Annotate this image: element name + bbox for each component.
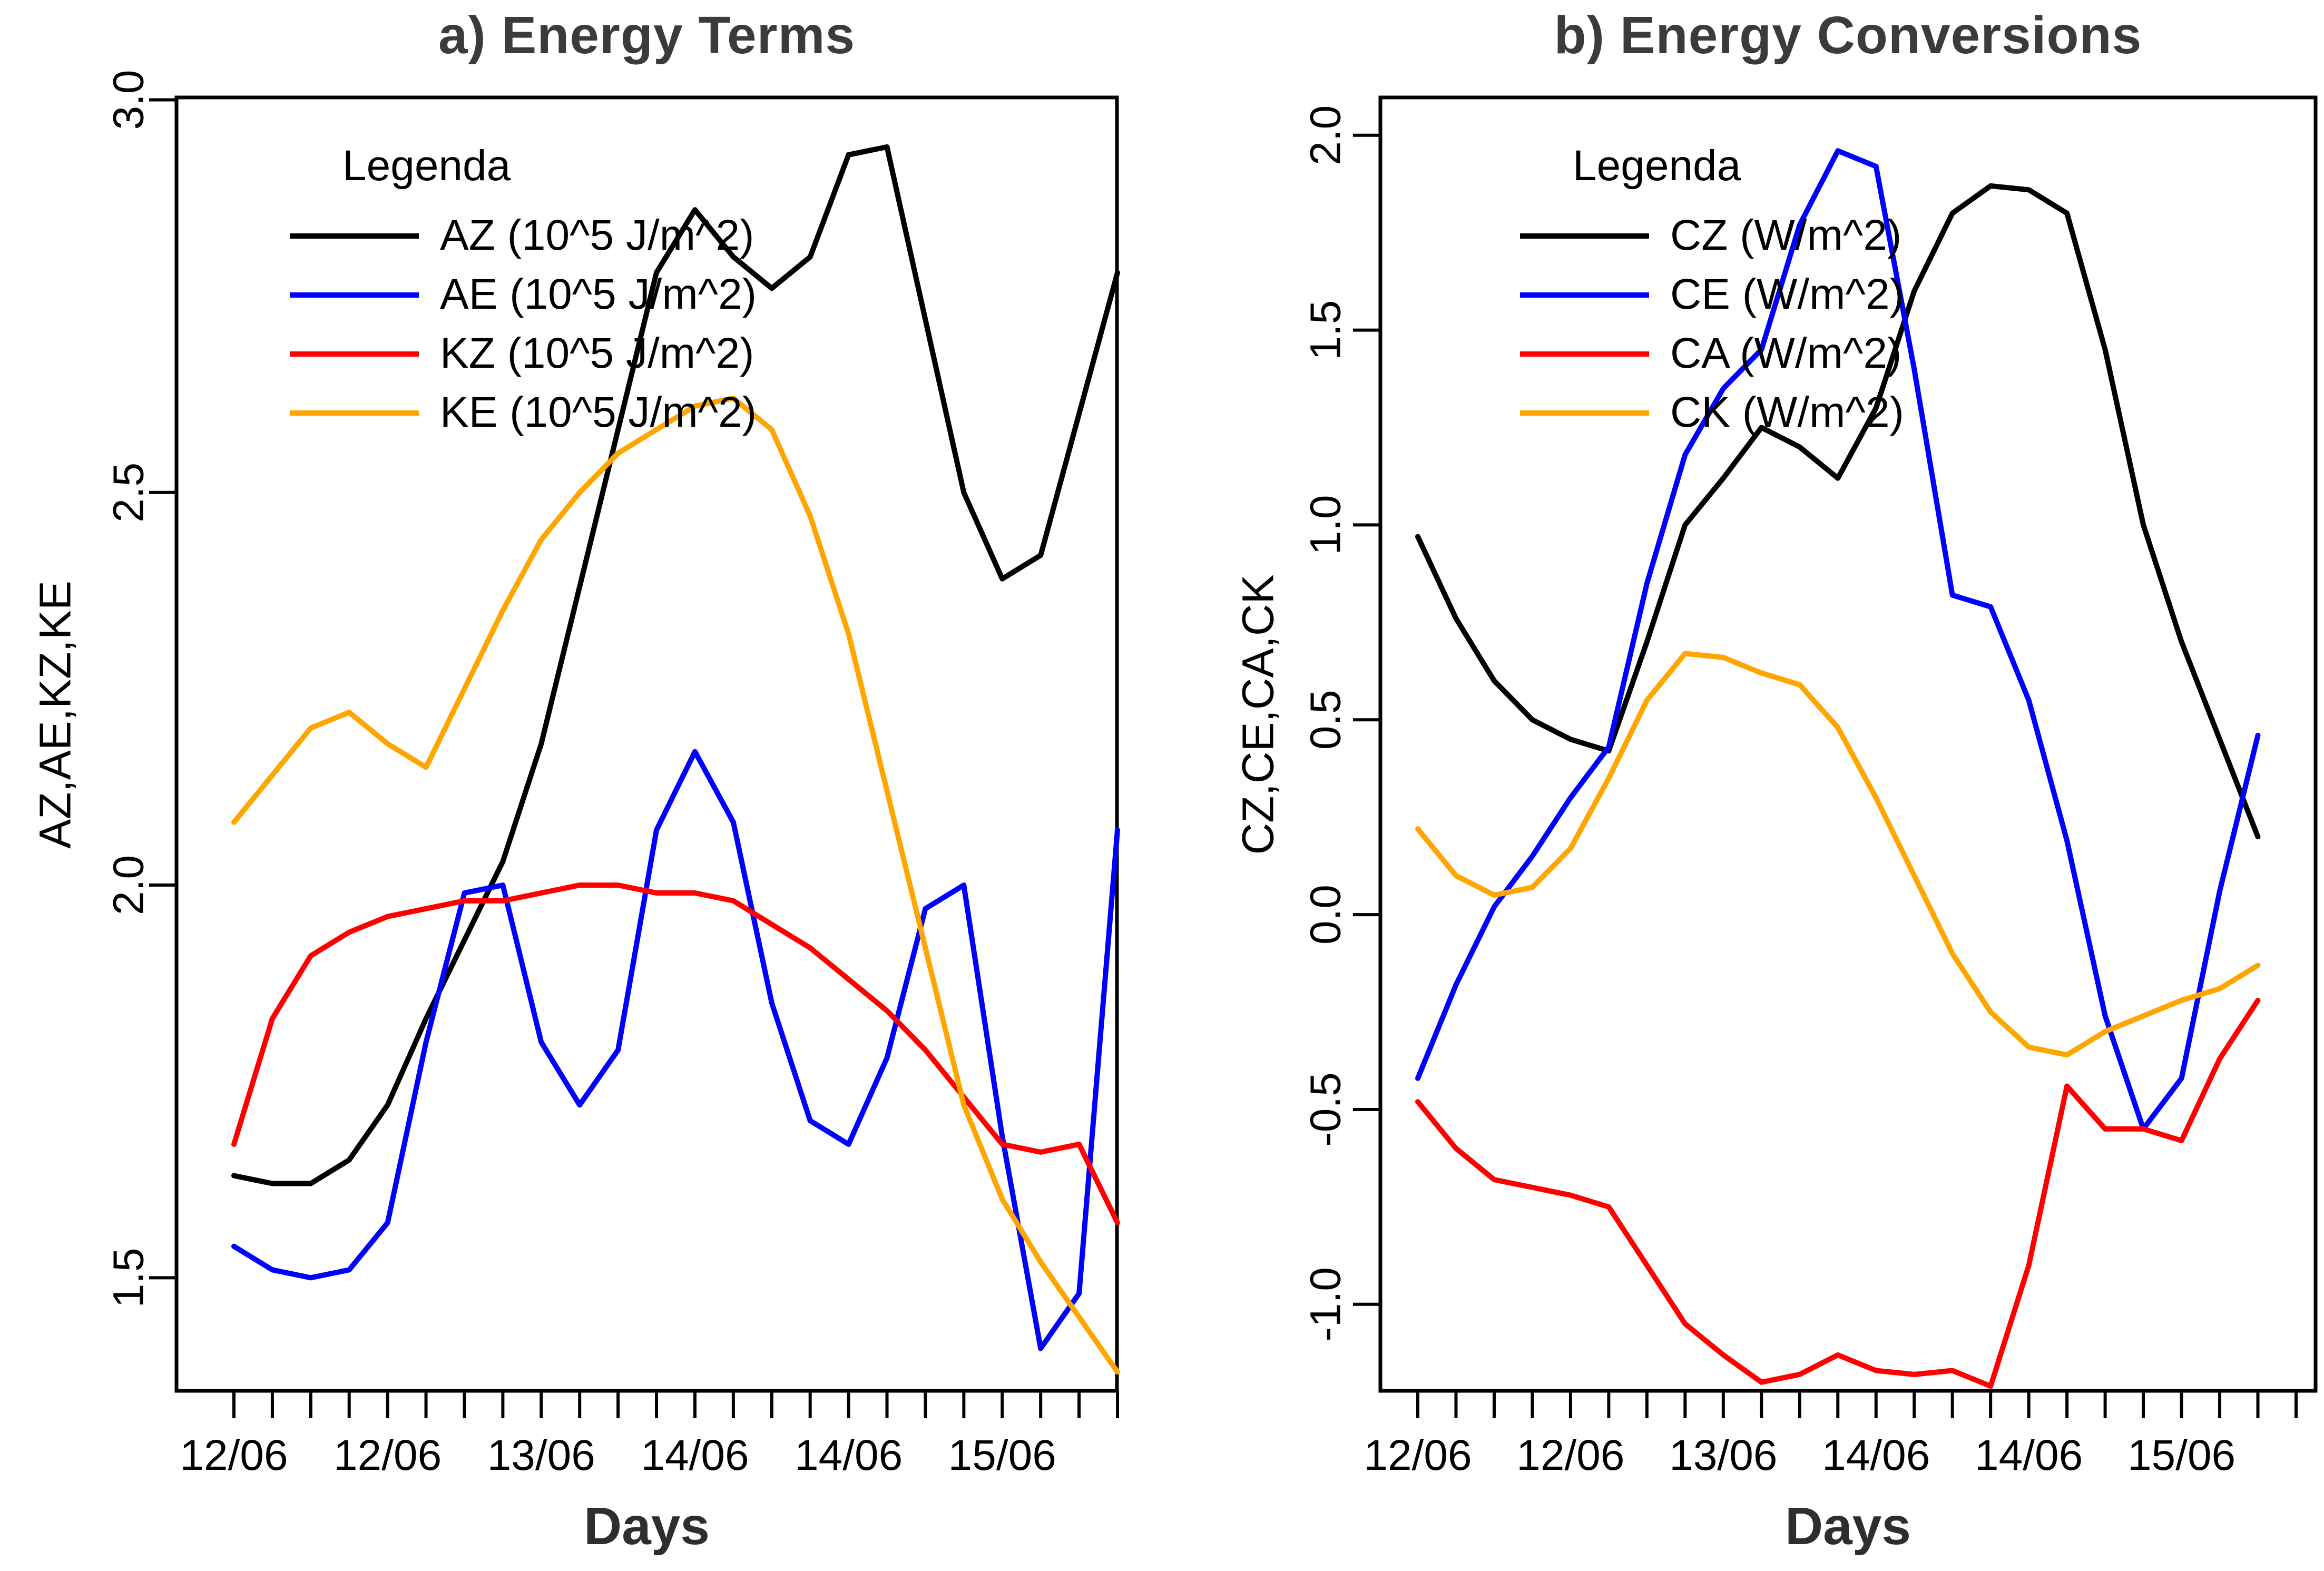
series-line-ce: [1415, 148, 2261, 1132]
series-line-ke: [231, 395, 1120, 1375]
series-line-az: [231, 144, 1120, 1186]
series-line-ae: [231, 749, 1120, 1351]
x-tick-label: 13/06: [1669, 1431, 1777, 1479]
y-tick-label: 1.0: [1302, 495, 1350, 555]
panel-a-x-axis-label: Days: [583, 1497, 710, 1556]
x-tick-label: 14/06: [1822, 1431, 1930, 1479]
series-line-ca: [1415, 997, 2261, 1389]
series-line-kz: [231, 882, 1120, 1225]
panel-b-x-axis-label: Days: [1784, 1497, 1911, 1556]
y-tick-label: 1.5: [105, 1248, 153, 1308]
x-tick-label: 12/06: [334, 1431, 442, 1479]
x-tick-label: 14/06: [641, 1431, 749, 1479]
panel-b-title: b) Energy Conversions: [1554, 6, 2142, 65]
plot-border: [1378, 95, 2318, 1393]
x-tick-label: 13/06: [487, 1431, 595, 1479]
y-tick-label: 2.0: [1302, 105, 1350, 165]
y-tick-label: 2.0: [105, 855, 153, 915]
x-tick-label: 12/06: [180, 1431, 288, 1479]
panel-a-title: a) Energy Terms: [438, 6, 856, 65]
x-tick-label: 14/06: [795, 1431, 903, 1479]
panel-a-y-axis-label: AZ,AE,KZ,KE: [30, 581, 80, 849]
x-tick-label: 14/06: [1975, 1431, 2083, 1479]
y-tick-label: 0.5: [1302, 690, 1350, 750]
plot-border: [174, 95, 1119, 1393]
series-line-cz: [1415, 183, 2261, 840]
y-tick-label: -1.0: [1302, 1267, 1350, 1341]
x-tick-label: 15/06: [948, 1431, 1056, 1479]
x-tick-label: 12/06: [1516, 1431, 1624, 1479]
x-tick-label: 12/06: [1364, 1431, 1472, 1479]
y-tick-label: 0.0: [1302, 885, 1350, 945]
y-tick-label: 1.5: [1302, 300, 1350, 360]
y-tick-label: 3.0: [105, 70, 153, 130]
y-tick-label: 2.5: [105, 463, 153, 523]
series-line-ck: [1415, 651, 2261, 1058]
x-tick-label: 15/06: [2127, 1431, 2235, 1479]
y-tick-label: -0.5: [1302, 1072, 1350, 1146]
panel-b-y-axis-label: CZ,CE,CA,CK: [1233, 574, 1283, 855]
